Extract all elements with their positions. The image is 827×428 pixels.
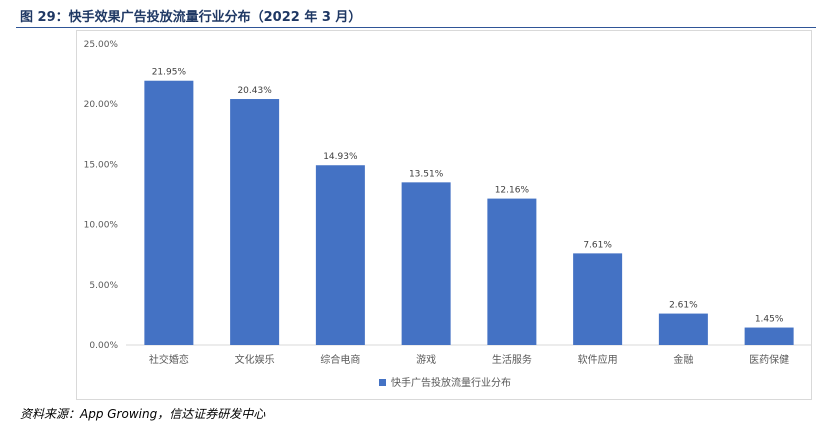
- x-tick-label: 软件应用: [578, 353, 618, 366]
- legend-swatch: [379, 379, 386, 386]
- y-tick-label: 25.00%: [84, 40, 119, 50]
- x-tick-label: 文化娱乐: [235, 353, 275, 366]
- chart-frame: [76, 30, 812, 400]
- legend-label: 快手广告投放流量行业分布: [391, 376, 511, 389]
- data-label: 21.95%: [152, 68, 187, 78]
- bar-chart: 0.00% 5.00% 10.00% 15.00% 20.00% 25.00% 21.95%…: [84, 40, 812, 389]
- x-tick-label: 金融: [673, 353, 693, 366]
- bar: [230, 99, 280, 345]
- bar: [487, 198, 537, 345]
- bar: [401, 182, 451, 345]
- data-label: 20.43%: [237, 86, 272, 96]
- y-tick-label: 15.00%: [84, 160, 119, 170]
- source-note: 资料来源：App Growing，信达证券研发中心: [20, 407, 266, 421]
- data-label: 1.45%: [755, 315, 784, 325]
- bar: [744, 327, 794, 345]
- bar: [315, 165, 365, 345]
- y-tick-label: 0.00%: [89, 341, 118, 351]
- y-tick-label: 20.00%: [84, 100, 119, 110]
- data-label: 14.93%: [323, 152, 358, 162]
- data-label: 12.16%: [495, 186, 530, 196]
- x-tick-label: 生活服务: [492, 353, 532, 366]
- figure-title: 图 29：快手效果广告投放流量行业分布（2022 年 3 月）: [20, 10, 362, 25]
- y-tick-label: 5.00%: [89, 281, 118, 291]
- data-label: 7.61%: [583, 240, 612, 250]
- bar: [573, 253, 623, 345]
- x-tick-label: 医药保健: [749, 353, 789, 366]
- y-tick-label: 10.00%: [84, 221, 119, 231]
- data-label: 2.61%: [669, 301, 698, 311]
- bar: [144, 80, 194, 346]
- x-tick-label: 社交婚恋: [149, 353, 189, 366]
- title-rule: [16, 27, 816, 28]
- data-label: 13.51%: [409, 169, 444, 179]
- bar: [658, 313, 708, 345]
- x-tick-label: 游戏: [416, 353, 436, 366]
- x-tick-label: 综合电商: [320, 353, 360, 366]
